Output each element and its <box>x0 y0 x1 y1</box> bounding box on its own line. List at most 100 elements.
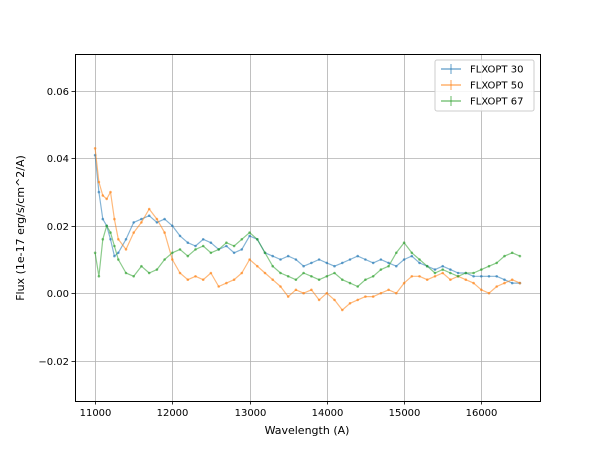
data-point <box>449 268 452 271</box>
data-point <box>302 264 305 268</box>
data-point <box>97 180 101 184</box>
data-point <box>425 278 429 282</box>
data-point <box>286 254 290 258</box>
data-point <box>480 268 483 271</box>
data-point <box>186 278 190 282</box>
legend-item: FLXOPT 67 <box>441 96 523 108</box>
data-point <box>93 251 97 255</box>
data-point <box>217 285 220 288</box>
data-point <box>109 190 112 194</box>
data-point <box>472 281 475 285</box>
data-point <box>495 261 499 265</box>
data-point <box>379 291 383 295</box>
data-point <box>124 248 128 251</box>
data-point <box>171 258 174 261</box>
data-point <box>371 295 375 298</box>
data-point <box>140 264 143 268</box>
x-axis-label: Wavelength (A) <box>265 424 350 437</box>
data-point <box>518 281 522 285</box>
data-point <box>105 197 108 201</box>
data-point <box>240 238 244 241</box>
data-point <box>464 271 468 275</box>
data-point <box>487 291 491 295</box>
data-point <box>194 244 197 248</box>
data-point <box>325 261 329 265</box>
legend-label: FLXOPT 30 <box>470 65 523 76</box>
data-point <box>201 238 205 241</box>
series-line <box>94 155 520 284</box>
legend: FLXOPT 30 FLXOPT 50 FLXOPT 67 <box>434 59 535 112</box>
data-point <box>225 241 228 244</box>
data-point <box>113 244 116 248</box>
data-point <box>155 217 159 221</box>
data-point <box>395 291 398 295</box>
x-tick-label: 13000 <box>235 408 267 419</box>
data-point <box>487 275 491 278</box>
data-point <box>147 207 151 211</box>
data-point <box>356 254 360 258</box>
data-point <box>310 275 313 278</box>
data-point <box>97 190 101 194</box>
y-axis-ticks: −0.02 0.00 0.02 0.04 0.06 <box>38 87 75 368</box>
data-point <box>279 285 282 288</box>
data-point <box>341 278 344 282</box>
series-2 <box>93 147 522 312</box>
data-point <box>387 261 390 265</box>
data-point <box>410 251 414 255</box>
y-tick-label: −0.02 <box>38 357 69 368</box>
data-point <box>364 278 367 282</box>
data-point <box>379 268 383 271</box>
data-point <box>356 285 360 288</box>
data-point <box>510 251 514 255</box>
data-point <box>163 231 166 234</box>
data-point <box>395 251 398 255</box>
data-point <box>263 251 267 255</box>
x-tick-label: 12000 <box>157 408 189 419</box>
legend-box <box>434 59 535 112</box>
data-point <box>240 248 244 251</box>
data-point <box>201 244 205 248</box>
data-point <box>402 258 406 261</box>
data-point <box>518 254 522 258</box>
data-point <box>209 241 213 244</box>
y-tick-label: 0.06 <box>47 87 69 98</box>
data-point <box>317 278 321 282</box>
data-point <box>418 275 421 278</box>
data-point <box>124 271 128 275</box>
data-point <box>302 271 305 275</box>
data-point <box>449 278 452 282</box>
data-point <box>410 275 414 278</box>
data-point <box>364 295 367 298</box>
data-point <box>433 271 437 275</box>
data-point <box>232 251 236 255</box>
series-1 <box>93 153 522 285</box>
data-point <box>271 264 275 268</box>
data-point <box>124 238 128 241</box>
data-point <box>209 251 213 255</box>
data-point <box>302 291 305 295</box>
x-tick-label: 15000 <box>389 408 421 419</box>
legend-label: FLXOPT 50 <box>470 81 523 92</box>
data-point <box>93 147 97 150</box>
data-point <box>101 238 105 241</box>
data-point <box>480 275 483 278</box>
data-point <box>441 271 445 275</box>
data-point <box>379 258 383 261</box>
data-point <box>263 271 267 275</box>
data-point <box>341 308 344 312</box>
data-point <box>194 248 197 251</box>
grid-lines <box>75 54 540 401</box>
data-point <box>503 281 506 285</box>
data-point <box>387 264 390 268</box>
data-point <box>178 234 182 238</box>
data-point <box>271 254 275 258</box>
data-point <box>333 298 336 302</box>
data-point <box>132 275 135 278</box>
data-point <box>348 258 352 261</box>
data-point <box>325 275 329 278</box>
data-point <box>101 217 105 221</box>
data-point <box>371 275 375 278</box>
legend-item: FLXOPT 30 <box>441 64 523 76</box>
data-point <box>209 271 213 275</box>
